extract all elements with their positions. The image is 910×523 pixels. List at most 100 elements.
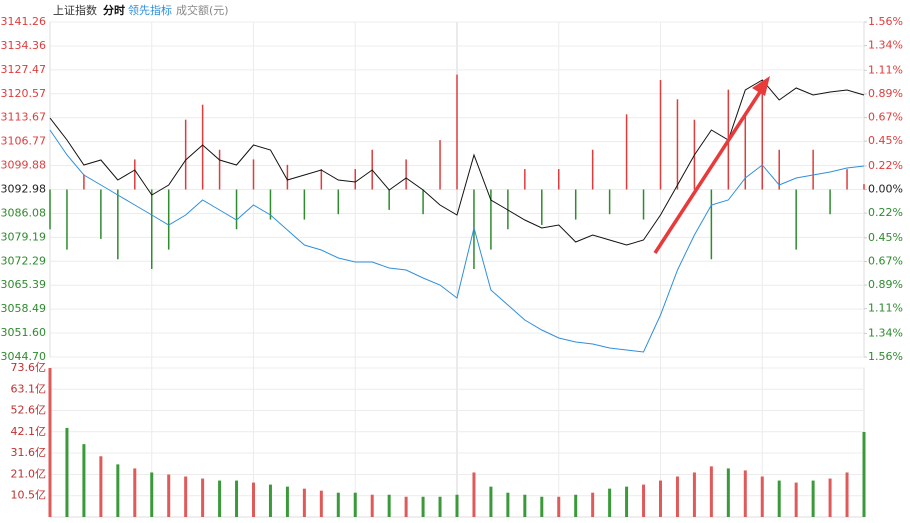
force-bar bbox=[100, 189, 102, 239]
volume-bar bbox=[184, 476, 188, 517]
force-bar bbox=[846, 169, 848, 190]
y-tick-label: 3134.36 bbox=[1, 39, 47, 52]
y-tick-label: 3065.39 bbox=[1, 278, 47, 291]
force-bar bbox=[558, 169, 560, 190]
mode-tab[interactable]: 分时 bbox=[103, 3, 125, 17]
force-bar bbox=[659, 79, 662, 190]
y2-tick-label: 1.11% bbox=[868, 63, 903, 76]
volume-bar bbox=[862, 431, 866, 517]
volume-bar bbox=[845, 472, 849, 517]
force-bar bbox=[439, 140, 441, 190]
force-bar bbox=[574, 189, 577, 220]
volume-bar bbox=[421, 496, 425, 517]
volume-bar bbox=[591, 492, 595, 517]
volume-bar bbox=[133, 468, 137, 517]
force-bar bbox=[117, 189, 119, 260]
volume-bar bbox=[150, 472, 154, 517]
volume-bar bbox=[743, 470, 747, 517]
force-bar bbox=[269, 189, 272, 220]
volume-bar bbox=[218, 480, 222, 517]
volume-bar bbox=[65, 427, 69, 517]
volume-bar bbox=[235, 480, 239, 517]
volume-bar bbox=[608, 488, 612, 517]
force-bar bbox=[642, 189, 645, 220]
y2-tick-label: 0.67% bbox=[868, 111, 903, 124]
y2-tick-label: 0.45% bbox=[868, 231, 903, 244]
force-bar bbox=[456, 74, 458, 190]
force-bar bbox=[49, 189, 51, 230]
force-bar bbox=[354, 169, 356, 190]
force-bar bbox=[66, 189, 68, 250]
volume-bar bbox=[540, 496, 544, 517]
volume-bar bbox=[252, 482, 255, 517]
y-tick-label: 31.6亿 bbox=[11, 446, 47, 459]
force-bar bbox=[608, 189, 611, 215]
y2-tick-label: 0.89% bbox=[868, 87, 903, 100]
volume-bar bbox=[336, 492, 340, 517]
y-tick-label: 3044.70 bbox=[1, 350, 47, 363]
force-bar bbox=[524, 169, 526, 190]
force-bar bbox=[252, 159, 255, 190]
force-bar bbox=[388, 189, 390, 210]
y2-tick-label: 1.56% bbox=[868, 350, 903, 363]
volume-bar bbox=[472, 472, 476, 517]
force-bar bbox=[744, 114, 747, 190]
force-bar bbox=[422, 189, 424, 215]
y2-tick-label: 1.56% bbox=[868, 15, 903, 28]
force-bar bbox=[507, 189, 509, 230]
y2-tick-label: 0.22% bbox=[868, 206, 903, 219]
force-bar bbox=[541, 189, 543, 225]
force-bar bbox=[337, 189, 340, 215]
y-tick-label: 10.5亿 bbox=[11, 489, 47, 502]
volume-bar bbox=[455, 494, 459, 517]
force-bar bbox=[710, 189, 713, 260]
force-bar bbox=[218, 149, 221, 190]
y-tick-label: 3072.29 bbox=[1, 254, 47, 267]
force-bar bbox=[761, 79, 763, 190]
trend-arrow bbox=[653, 76, 770, 254]
y-tick-label: 3106.77 bbox=[1, 135, 47, 148]
volume-bar bbox=[302, 488, 306, 517]
volume-bar bbox=[659, 480, 662, 517]
force-bar bbox=[676, 99, 679, 190]
y-tick-label: 3099.88 bbox=[1, 159, 47, 172]
series-line bbox=[49, 129, 865, 353]
force-bar bbox=[829, 189, 831, 215]
y-tick-label: 3079.19 bbox=[1, 230, 47, 243]
volume-bar bbox=[82, 444, 86, 517]
volume-bar bbox=[557, 496, 561, 517]
volume-bar bbox=[489, 486, 493, 517]
index-tab[interactable]: 上证指数 bbox=[53, 3, 97, 17]
force-bar bbox=[167, 189, 170, 250]
y-tick-label: 3113.67 bbox=[1, 111, 47, 124]
volume-bar bbox=[692, 472, 696, 517]
force-bar bbox=[625, 114, 628, 190]
volume-bar bbox=[268, 484, 272, 517]
y-tick-label: 3092.98 bbox=[1, 183, 47, 196]
force-bar bbox=[201, 104, 204, 190]
volume-bar bbox=[116, 464, 120, 517]
volume-bar bbox=[642, 484, 646, 517]
y-tick-label: 42.1亿 bbox=[11, 425, 47, 438]
y2-tick-label: 0.45% bbox=[868, 134, 903, 147]
y-tick-label: 3127.47 bbox=[1, 63, 47, 76]
y-tick-label: 3058.49 bbox=[1, 302, 47, 315]
force-bar bbox=[184, 119, 187, 190]
volume-bar bbox=[709, 466, 713, 517]
y-tick-label: 21.0亿 bbox=[11, 467, 47, 480]
volume-bar bbox=[726, 468, 730, 517]
volume-bar bbox=[319, 490, 323, 517]
indicator-tab[interactable]: 领先指标 bbox=[128, 3, 172, 17]
volume-bar bbox=[625, 486, 629, 517]
volume-tab[interactable]: 成交额(元) bbox=[176, 3, 229, 17]
force-bar bbox=[778, 149, 780, 190]
y2-tick-label: 0.67% bbox=[868, 254, 903, 267]
volume-bar bbox=[574, 494, 578, 517]
force-bar bbox=[490, 189, 492, 250]
volume-bar bbox=[760, 476, 764, 517]
force-bar bbox=[863, 184, 865, 190]
volume-bar bbox=[404, 496, 408, 517]
force-bar bbox=[405, 159, 407, 190]
force-bar bbox=[83, 174, 85, 190]
